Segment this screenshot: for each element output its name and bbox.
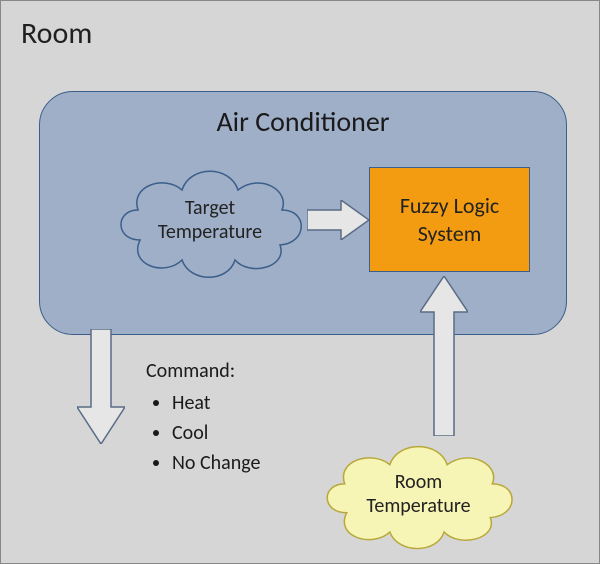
room-label: Room — [21, 15, 92, 52]
air-conditioner-title: Air Conditioner — [216, 104, 389, 139]
command-title: Command: — [146, 356, 260, 386]
fuzzy-logic-system-box: Fuzzy Logic System — [369, 167, 530, 272]
command-item: Cool — [172, 418, 260, 448]
command-block: Command: Heat Cool No Change — [146, 356, 260, 478]
arrow-target-to-fls — [307, 200, 369, 240]
command-item: No Change — [172, 448, 260, 478]
room-temperature-label: Room Temperature — [366, 470, 470, 518]
fuzzy-logic-system-label: Fuzzy Logic System — [400, 192, 499, 247]
target-temperature-label: Target Temperature — [158, 196, 262, 244]
arrow-room-to-fls — [420, 276, 468, 436]
arrow-command-output — [77, 329, 125, 444]
room-temperature-cloud: Room Temperature — [316, 431, 521, 556]
air-conditioner-box: Air Conditioner Target Temperature Fuzzy… — [39, 91, 567, 335]
command-list: Heat Cool No Change — [146, 388, 260, 478]
command-item: Heat — [172, 388, 260, 418]
target-temperature-cloud: Target Temperature — [110, 155, 310, 285]
